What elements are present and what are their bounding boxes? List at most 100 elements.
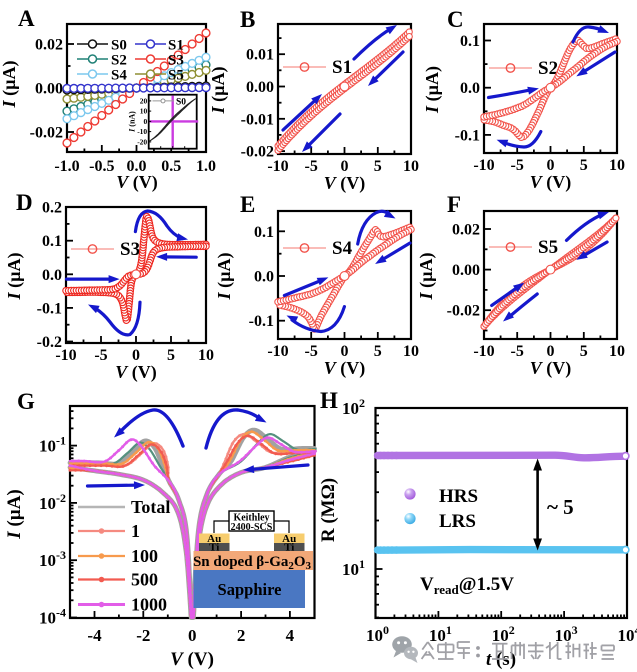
svg-text:1: 1 (131, 521, 140, 541)
svg-text:10: 10 (609, 157, 625, 174)
svg-text:10: 10 (609, 343, 625, 360)
svg-text:I (µA): I (µA) (4, 253, 25, 301)
svg-text:1000: 1000 (131, 595, 167, 615)
svg-text:-0.02: -0.02 (241, 144, 274, 161)
svg-text:0.1: 0.1 (460, 33, 480, 50)
svg-text:0: 0 (547, 157, 555, 174)
svg-text:4: 4 (286, 626, 295, 645)
svg-text:S1: S1 (168, 38, 184, 54)
svg-text:0: 0 (143, 117, 147, 126)
svg-text:-5: -5 (305, 343, 318, 360)
svg-text:-0.1: -0.1 (37, 300, 62, 317)
svg-text:10: 10 (403, 343, 419, 360)
svg-text:10-4: 10-4 (39, 606, 66, 628)
svg-text:S5: S5 (168, 68, 184, 84)
svg-text:Au: Au (282, 533, 296, 545)
svg-text:-0.01: -0.01 (241, 111, 274, 128)
svg-text:0.1: 0.1 (42, 233, 62, 250)
svg-text:V (V): V (V) (530, 358, 572, 379)
svg-text:R (MΩ): R (MΩ) (318, 478, 339, 542)
svg-text:0.0: 0.0 (460, 80, 480, 97)
svg-text:20: 20 (140, 96, 148, 105)
svg-text:S0: S0 (176, 97, 186, 107)
svg-text:0.02: 0.02 (35, 37, 63, 54)
svg-text:5: 5 (374, 343, 382, 360)
svg-text:V (V): V (V) (170, 649, 214, 670)
svg-text:100: 100 (366, 623, 389, 645)
svg-text:0.02: 0.02 (452, 222, 480, 239)
svg-text:-10: -10 (55, 347, 76, 364)
svg-text:100: 100 (131, 546, 158, 566)
svg-text:0.2: 0.2 (42, 200, 62, 217)
svg-text:5: 5 (167, 347, 175, 364)
svg-text:A: A (18, 6, 35, 31)
svg-text:I (µA): I (µA) (214, 253, 235, 301)
svg-text:HRS: HRS (439, 486, 478, 507)
svg-text:V (V): V (V) (115, 362, 157, 383)
svg-text:I (µA): I (µA) (208, 67, 229, 115)
svg-text:0: 0 (547, 343, 555, 360)
svg-text:-0.1: -0.1 (455, 127, 480, 144)
svg-text:0.0: 0.0 (127, 158, 147, 175)
svg-text:S3: S3 (168, 53, 184, 69)
svg-text:103: 103 (555, 623, 578, 645)
svg-text:F: F (447, 192, 461, 217)
svg-text:-10: -10 (267, 343, 288, 360)
svg-text:Au: Au (207, 533, 221, 545)
svg-text:102: 102 (342, 396, 365, 418)
svg-text:10: 10 (403, 158, 419, 175)
svg-text:10-3: 10-3 (39, 548, 66, 570)
svg-text:B: B (240, 7, 255, 32)
svg-text:S2: S2 (538, 58, 558, 79)
svg-text:2400-SCS: 2400-SCS (231, 522, 273, 533)
svg-text:-10: -10 (473, 343, 494, 360)
svg-text:I (µA): I (µA) (416, 253, 437, 301)
svg-text:C: C (447, 7, 464, 32)
svg-text:S1: S1 (332, 57, 352, 78)
svg-text:5: 5 (374, 158, 382, 175)
svg-text:Sapphire: Sapphire (218, 580, 282, 599)
svg-text:I (µA): I (µA) (0, 61, 20, 109)
svg-text:-0.02: -0.02 (30, 125, 63, 142)
svg-text:0: 0 (188, 626, 197, 645)
svg-text:S0: S0 (111, 38, 127, 54)
svg-text:101: 101 (429, 623, 452, 645)
svg-text:S4: S4 (332, 238, 353, 259)
svg-text:-10: -10 (267, 158, 288, 175)
svg-text:S2: S2 (111, 53, 127, 69)
svg-text:D: D (16, 190, 33, 215)
svg-text:Ti: Ti (209, 542, 219, 554)
svg-text:104: 104 (618, 623, 637, 645)
svg-text:101: 101 (342, 557, 365, 579)
svg-text:-2: -2 (136, 626, 150, 645)
svg-text:-5: -5 (511, 157, 524, 174)
svg-text:-0.02: -0.02 (447, 303, 480, 320)
svg-text:I (nA): I (nA) (128, 111, 137, 133)
svg-text:-5: -5 (305, 158, 318, 175)
svg-text:5: 5 (580, 157, 588, 174)
svg-text:V (V): V (V) (324, 358, 366, 379)
svg-text:V (V): V (V) (324, 173, 366, 194)
svg-text:-20: -20 (137, 137, 147, 146)
svg-text:-0.5: -0.5 (89, 158, 114, 175)
svg-text:H: H (320, 388, 338, 413)
svg-text:-0.2: -0.2 (37, 334, 62, 351)
svg-text:0.01: 0.01 (246, 47, 274, 64)
svg-text:I (µA): I (µA) (422, 66, 443, 114)
svg-text:S5: S5 (538, 237, 558, 258)
svg-text:-5: -5 (94, 347, 107, 364)
svg-text:Vread@1.5V: Vread@1.5V (420, 574, 514, 597)
svg-text:S4: S4 (111, 68, 127, 84)
svg-text:500: 500 (131, 570, 158, 590)
svg-text:0.1: 0.1 (254, 224, 274, 241)
svg-text:0.0: 0.0 (42, 267, 62, 284)
svg-text:LRS: LRS (439, 511, 476, 532)
svg-text:0.5: 0.5 (161, 158, 181, 175)
svg-text:-0.1: -0.1 (249, 313, 274, 330)
svg-text:-5: -5 (511, 343, 524, 360)
svg-text:V (V): V (V) (116, 172, 158, 193)
svg-text:10: 10 (140, 107, 148, 116)
svg-text:1.0: 1.0 (196, 158, 216, 175)
svg-text:0.00: 0.00 (35, 81, 63, 98)
svg-text:0.0: 0.0 (254, 269, 274, 286)
